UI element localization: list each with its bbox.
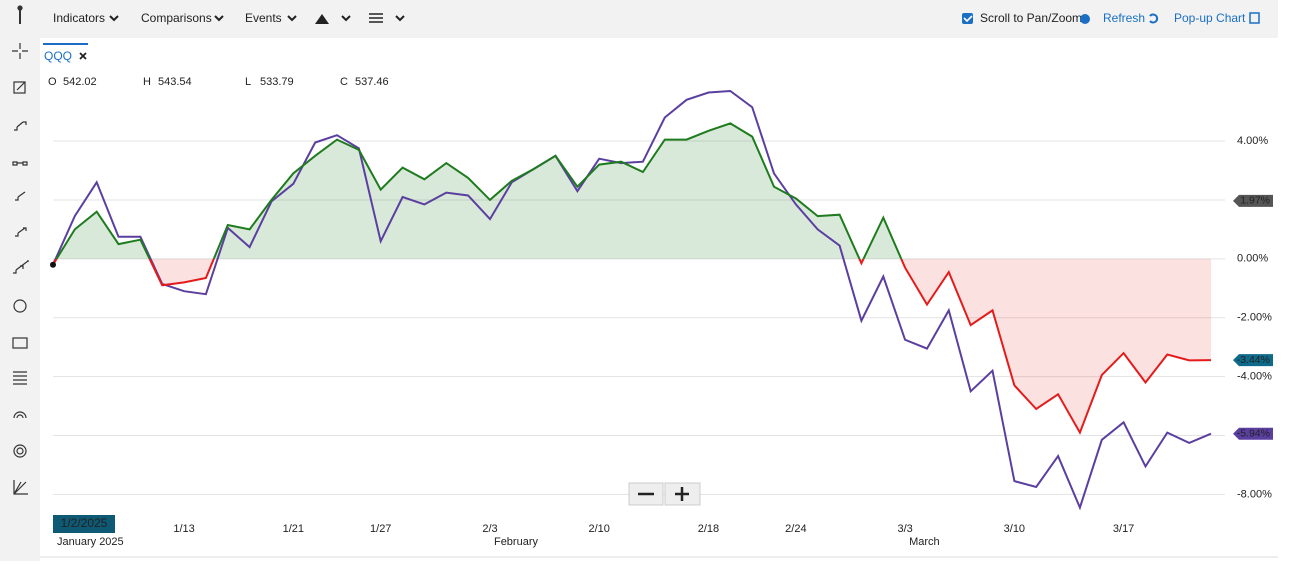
x-tick-label: 3/17: [1113, 523, 1134, 535]
refresh-icon: [1149, 13, 1159, 24]
popup-icon: [1249, 12, 1260, 24]
list-icon[interactable]: [369, 13, 383, 23]
symbol-tab[interactable]: QQQ: [44, 49, 72, 63]
ohlc-readout: O 542.02 H 543.54 L 533.79 C 537.46: [48, 76, 389, 88]
dropdown-icon: [341, 15, 351, 22]
popup-link[interactable]: Pop-up Chart: [1174, 11, 1246, 25]
ohlc-label: H: [143, 76, 151, 88]
ohlc-label: C: [340, 76, 348, 88]
close-icon[interactable]: [79, 52, 87, 60]
toolbar-menu[interactable]: Indicators Comparisons Events: [53, 11, 405, 25]
drawing-tools[interactable]: [12, 5, 29, 495]
ohlc-value: 543.54: [158, 76, 192, 88]
line-negative: [52, 258, 1212, 435]
menu-item[interactable]: Events: [245, 11, 282, 25]
value-tag-label: -5.94%: [1237, 428, 1270, 440]
month-label: January 2025: [57, 536, 124, 548]
ohlc-value: 533.79: [260, 76, 294, 88]
y-tick-label: 4.00%: [1237, 135, 1268, 147]
value-tag-label: 1.97%: [1240, 195, 1270, 207]
menu-item[interactable]: Indicators: [53, 11, 105, 25]
dropdown-icon: [109, 15, 119, 22]
checkbox[interactable]: [962, 13, 973, 24]
x-tick-label: 3/10: [1004, 523, 1025, 535]
help-icon[interactable]: [1080, 14, 1090, 24]
top-toolbar: [0, 0, 1278, 38]
plus-icon: [675, 487, 689, 501]
start-point: [50, 261, 56, 268]
menu-item[interactable]: Comparisons: [141, 11, 212, 25]
ohlc-value: 542.02: [63, 76, 97, 88]
value-tag: [1233, 354, 1273, 367]
side-toolbar: [0, 0, 40, 561]
x-tick-label: 2/10: [589, 523, 610, 535]
x-tick-label: 2/24: [785, 523, 806, 535]
value-tag-label: -3.44%: [1237, 354, 1270, 366]
cursor-date: 1/2/2025: [61, 516, 108, 530]
x-tick-label: 2/18: [698, 523, 719, 535]
y-tick-label: -4.00%: [1237, 371, 1272, 383]
scroll-label[interactable]: Scroll to Pan/Zoom: [980, 11, 1082, 25]
ohlc-label: L: [245, 76, 251, 88]
dropdown-icon: [287, 15, 297, 22]
month-label: February: [494, 536, 539, 548]
comparison-line: [52, 89, 1212, 511]
plot-area: 4.00% 0.00% -2.00% -4.00% -8.00% 1/2/2025 1/13…: [50, 89, 1273, 548]
area-positive: [53, 123, 1211, 259]
x-tick-label: 3/3: [897, 523, 912, 535]
cursor-date-box: [53, 515, 115, 533]
value-tag: [1233, 194, 1273, 207]
x-tick-label: 1/13: [173, 523, 194, 535]
ohlc-label: O: [48, 76, 57, 88]
dropdown-icon: [395, 15, 405, 22]
line-positive: [55, 122, 903, 259]
home-icon[interactable]: [315, 14, 329, 24]
ohlc-value: 537.46: [355, 76, 389, 88]
y-tick-label: -8.00%: [1237, 488, 1272, 500]
dropdown-icon: [214, 15, 224, 22]
refresh-link[interactable]: Refresh: [1103, 11, 1145, 25]
x-tick-label: 2/3: [482, 523, 497, 535]
x-tick-label: 1/27: [370, 523, 391, 535]
area-negative: [53, 258, 1211, 433]
y-tick-label: 0.00%: [1237, 253, 1268, 265]
y-tick-label: -2.00%: [1237, 312, 1272, 324]
value-tag: [1233, 427, 1273, 440]
checkmark: [963, 15, 973, 23]
month-label: March: [909, 536, 940, 548]
x-tick-label: 1/21: [283, 523, 304, 535]
